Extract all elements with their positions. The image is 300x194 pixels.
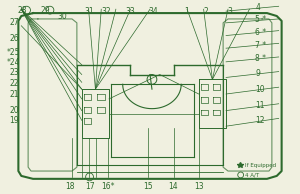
Text: 20: 20 [10, 106, 19, 115]
Text: 22: 22 [10, 79, 19, 88]
Text: *24: *24 [7, 58, 20, 67]
Text: 34: 34 [148, 7, 158, 16]
Text: 28: 28 [17, 6, 27, 15]
Text: 30: 30 [57, 12, 67, 22]
Text: 5 *: 5 * [255, 15, 266, 24]
Text: 32: 32 [101, 7, 111, 16]
Text: 11: 11 [255, 101, 265, 110]
Text: 8 *: 8 * [255, 54, 266, 63]
Text: 12: 12 [255, 116, 265, 125]
Text: 21: 21 [10, 89, 19, 99]
Text: 18: 18 [65, 182, 75, 191]
Text: 10: 10 [255, 85, 265, 94]
Text: 3: 3 [227, 7, 232, 16]
Text: 33: 33 [126, 7, 135, 16]
Text: 4 A/T: 4 A/T [244, 172, 259, 178]
Text: 6 *: 6 * [255, 28, 266, 37]
Text: 13: 13 [194, 182, 204, 191]
Text: 15: 15 [143, 182, 153, 191]
Text: 7 *: 7 * [255, 41, 266, 50]
Text: 23: 23 [10, 68, 19, 77]
Text: 27: 27 [10, 18, 19, 27]
Text: If Equipped: If Equipped [244, 163, 276, 168]
Text: 17: 17 [85, 182, 94, 191]
Text: 4: 4 [255, 3, 260, 12]
Text: 9: 9 [255, 69, 260, 78]
Text: 1: 1 [185, 7, 189, 16]
Text: 16*: 16* [101, 182, 115, 191]
Text: 26: 26 [10, 34, 19, 43]
Text: *25: *25 [7, 48, 20, 57]
Text: 14: 14 [169, 182, 178, 191]
Text: 29: 29 [41, 6, 50, 15]
Text: 19: 19 [10, 116, 19, 125]
Text: 31: 31 [85, 7, 94, 16]
Text: 2: 2 [203, 7, 208, 16]
